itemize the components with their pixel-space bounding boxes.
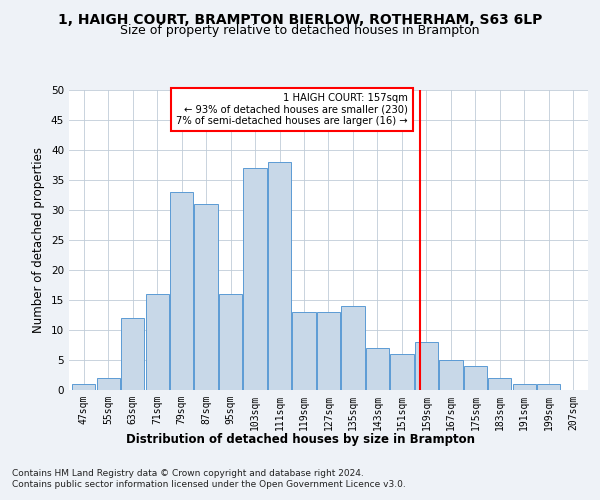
Bar: [439, 360, 463, 390]
Text: 1, HAIGH COURT, BRAMPTON BIERLOW, ROTHERHAM, S63 6LP: 1, HAIGH COURT, BRAMPTON BIERLOW, ROTHER…: [58, 12, 542, 26]
Bar: [341, 306, 365, 390]
Text: Distribution of detached houses by size in Brampton: Distribution of detached houses by size …: [125, 432, 475, 446]
Bar: [121, 318, 144, 390]
Bar: [170, 192, 193, 390]
Text: Contains HM Land Registry data © Crown copyright and database right 2024.: Contains HM Land Registry data © Crown c…: [12, 469, 364, 478]
Bar: [194, 204, 218, 390]
Bar: [268, 162, 291, 390]
Bar: [537, 384, 560, 390]
Bar: [146, 294, 169, 390]
Bar: [366, 348, 389, 390]
Text: Size of property relative to detached houses in Brampton: Size of property relative to detached ho…: [120, 24, 480, 37]
Bar: [317, 312, 340, 390]
Bar: [292, 312, 316, 390]
Bar: [244, 168, 266, 390]
Text: 1 HAIGH COURT: 157sqm
← 93% of detached houses are smaller (230)
7% of semi-deta: 1 HAIGH COURT: 157sqm ← 93% of detached …: [176, 93, 408, 126]
Bar: [72, 384, 95, 390]
Bar: [391, 354, 413, 390]
Bar: [513, 384, 536, 390]
Bar: [219, 294, 242, 390]
Bar: [464, 366, 487, 390]
Y-axis label: Number of detached properties: Number of detached properties: [32, 147, 46, 333]
Bar: [488, 378, 511, 390]
Bar: [415, 342, 438, 390]
Bar: [97, 378, 120, 390]
Text: Contains public sector information licensed under the Open Government Licence v3: Contains public sector information licen…: [12, 480, 406, 489]
